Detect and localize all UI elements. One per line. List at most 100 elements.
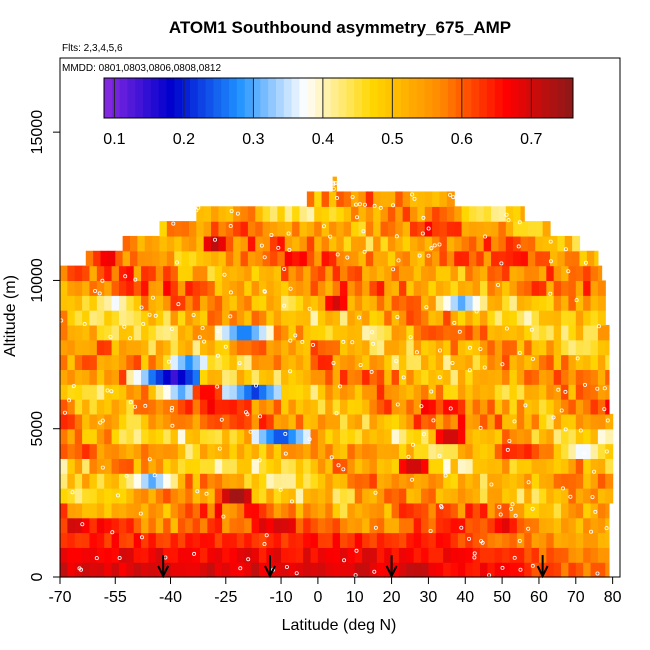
heatmap-cell — [273, 399, 282, 415]
sample-point — [451, 195, 456, 200]
heatmap-cell — [487, 517, 496, 534]
heatmap-cell — [317, 562, 326, 578]
heatmap-cell — [461, 206, 470, 222]
heatmap-cell — [170, 265, 179, 282]
sample-point — [321, 224, 326, 229]
heatmap-cell — [288, 369, 297, 385]
heatmap-cell — [166, 235, 175, 252]
heatmap-cell — [89, 428, 98, 445]
heatmap-cell — [163, 458, 172, 474]
heatmap-cell — [443, 324, 452, 341]
heatmap-cell — [284, 250, 293, 267]
colorbar-swatch — [135, 78, 144, 118]
heatmap-cell — [384, 265, 393, 282]
axes: -70 -55 -40 -25 -10 0 10 20 30 40 50 60 70 8005000100… — [29, 57, 622, 606]
heatmap-cell — [207, 458, 216, 474]
heatmap-cell — [325, 295, 334, 311]
heatmap-cell — [575, 562, 584, 578]
heatmap-cell — [487, 354, 496, 370]
heatmap-cell — [428, 517, 437, 534]
heatmap-cell — [185, 354, 194, 370]
heatmap-cell — [432, 235, 441, 252]
heatmap-cell — [369, 428, 378, 445]
heatmap-cell — [244, 488, 253, 504]
heatmap-cell — [96, 532, 105, 548]
heatmap-cell — [67, 443, 76, 459]
heatmap-cell — [376, 265, 385, 282]
heatmap-cell — [89, 265, 98, 282]
heatmap-cell — [509, 532, 518, 548]
heatmap-cell — [281, 295, 290, 311]
heatmap-cell — [461, 235, 470, 252]
sample-point — [117, 556, 122, 561]
colorbar-swatch — [518, 78, 527, 118]
heatmap-cell — [472, 428, 481, 445]
heatmap-cell — [450, 458, 459, 474]
heatmap-cell — [258, 428, 267, 445]
heatmap-cell — [524, 384, 533, 400]
heatmap-cell — [192, 443, 201, 459]
heatmap-cell — [568, 473, 577, 489]
heatmap-cell — [118, 324, 127, 341]
sample-point — [133, 277, 138, 282]
heatmap-cell — [524, 428, 533, 445]
heatmap-cell — [362, 339, 371, 356]
heatmap-cell — [163, 324, 172, 341]
heatmap-cell — [325, 265, 334, 282]
heatmap-cell — [561, 310, 570, 326]
heatmap-cell — [443, 354, 452, 370]
heatmap-cell — [450, 265, 459, 282]
heatmap-cell — [465, 384, 474, 400]
heatmap-cell — [325, 280, 334, 296]
colorbar-swatch — [205, 78, 214, 118]
heatmap-cell — [155, 413, 164, 430]
sample-point — [341, 339, 346, 344]
heatmap-cell — [443, 295, 452, 311]
heatmap-cell — [122, 235, 131, 252]
heatmap-cell — [82, 265, 91, 282]
sample-point — [396, 258, 401, 263]
heatmap-cell — [126, 384, 135, 400]
heatmap-cell — [439, 235, 448, 252]
heatmap-cell — [96, 547, 105, 563]
heatmap-cell — [513, 221, 522, 237]
heatmap-cell — [502, 369, 511, 385]
heatmap-cell — [310, 384, 319, 400]
heatmap-cell — [380, 250, 389, 267]
sample-point — [238, 566, 243, 571]
heatmap-cell — [325, 339, 334, 356]
sample-point — [589, 529, 594, 534]
heatmap-cell — [524, 369, 533, 385]
heatmap-cell — [82, 562, 91, 578]
heatmap-cell — [270, 235, 278, 252]
heatmap-cell — [376, 502, 385, 519]
heatmap-cell — [133, 532, 142, 548]
colorbar-swatch — [283, 78, 293, 118]
x-tick-label: 20 — [383, 589, 401, 606]
heatmap-cell — [421, 280, 430, 296]
sample-point — [109, 389, 114, 394]
heatmap-cell — [170, 399, 179, 415]
chart-title: ATOM1 Southbound asymmetry_675_AMP — [169, 18, 511, 37]
heatmap-cell — [435, 413, 444, 430]
heatmap-cell — [251, 280, 260, 296]
heatmap-cell — [244, 265, 253, 282]
heatmap-cell — [82, 428, 91, 445]
heatmap-cell — [222, 488, 231, 504]
heatmap-cell — [200, 384, 208, 400]
heatmap-cell — [557, 250, 566, 267]
heatmap-cell — [104, 280, 113, 296]
heatmap-cell — [310, 488, 319, 504]
heatmap-cell — [457, 295, 466, 311]
heatmap-cell — [472, 488, 481, 504]
heatmap-cell — [553, 384, 562, 400]
heatmap-cell — [443, 265, 452, 282]
heatmap-cell — [317, 443, 326, 459]
heatmap-cell — [244, 413, 253, 430]
heatmap-cell — [406, 562, 415, 578]
heatmap-cell — [597, 295, 606, 311]
heatmap-cell — [387, 221, 396, 237]
heatmap-cell — [163, 488, 172, 504]
heatmap-cell — [494, 384, 503, 400]
heatmap-cell — [288, 295, 297, 311]
